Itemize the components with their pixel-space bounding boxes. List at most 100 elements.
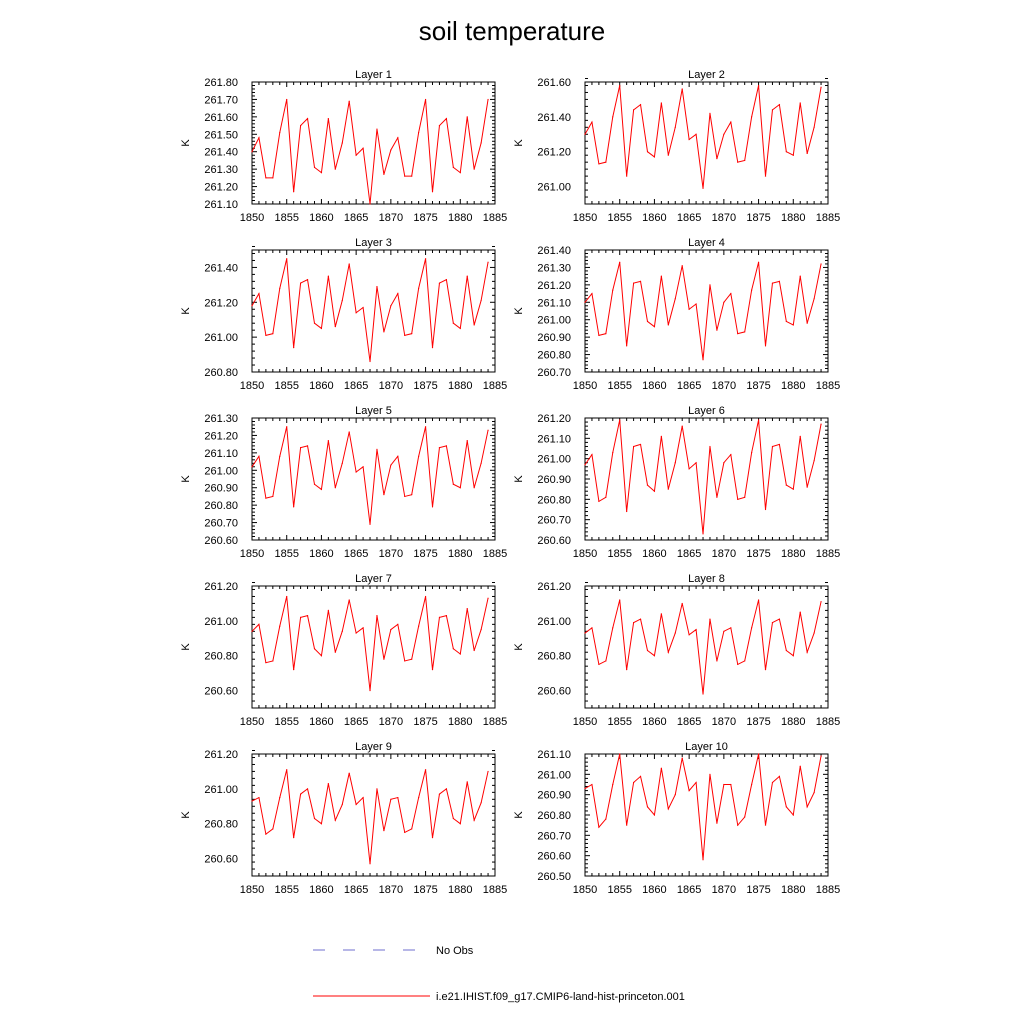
data-point <box>466 781 468 783</box>
data-point <box>653 156 656 158</box>
data-point <box>272 495 274 498</box>
data-point <box>716 496 718 498</box>
x-tick-label: 1860 <box>309 380 333 392</box>
data-point <box>341 299 343 302</box>
x-tick-label: 1865 <box>677 884 701 896</box>
data-point <box>362 306 364 309</box>
data-point <box>390 149 392 151</box>
y-tick-label: 260.90 <box>537 474 571 486</box>
y-tick-label: 261.00 <box>537 769 571 781</box>
data-point <box>397 455 399 457</box>
y-axis-label: K <box>180 811 192 819</box>
x-tick-label: 1860 <box>642 716 666 728</box>
data-point <box>286 98 288 101</box>
x-tick-label: 1865 <box>344 212 368 224</box>
data-point <box>806 651 808 653</box>
x-tick-label: 1860 <box>309 548 333 560</box>
x-tick-label: 1885 <box>816 380 840 392</box>
x-tick-label: 1885 <box>483 548 507 560</box>
data-point <box>584 133 586 135</box>
data-point <box>424 426 427 428</box>
data-point <box>660 613 662 615</box>
data-point <box>605 496 607 498</box>
data-point <box>452 166 454 168</box>
data-point <box>313 483 316 485</box>
figure-title: soil temperature <box>419 16 605 46</box>
data-point <box>639 280 642 282</box>
data-point <box>279 625 281 627</box>
data-point <box>660 275 662 277</box>
data-point <box>723 462 725 464</box>
x-tick-label: 1865 <box>677 716 701 728</box>
data-point <box>723 301 725 303</box>
data-point <box>646 320 649 323</box>
data-point <box>258 623 260 625</box>
data-point <box>681 88 683 90</box>
y-tick-label: 261.00 <box>537 315 571 327</box>
data-point <box>286 769 288 771</box>
y-tick-label: 260.60 <box>537 535 571 547</box>
panel-layer-10: Layer 10 K 1850 1855 1860 1865 1870 1875 1880 188… <box>513 741 840 896</box>
data-point <box>320 655 323 657</box>
data-point <box>792 324 794 326</box>
data-point <box>764 345 767 347</box>
plot-frame <box>251 81 496 205</box>
panel-title: Layer 5 <box>355 405 392 417</box>
y-tick-label: 261.60 <box>537 77 571 89</box>
y-tick-label: 261.00 <box>204 616 238 628</box>
data-point <box>286 595 288 598</box>
data-point <box>258 137 260 139</box>
series-line <box>251 426 489 525</box>
y-tick-label: 261.10 <box>537 433 571 445</box>
x-tick-label: 1855 <box>607 884 631 896</box>
data-point <box>667 324 669 326</box>
y-tick-label: 261.20 <box>204 581 238 593</box>
data-point <box>383 494 385 496</box>
y-axis-label: K <box>513 475 525 483</box>
data-point <box>320 488 323 491</box>
data-point <box>383 830 385 832</box>
y-tick-label: 261.20 <box>204 430 238 442</box>
panel-layer-4: Layer 4 K 1850 1855 1860 1865 1870 1875 1880 1885… <box>513 237 840 392</box>
data-point <box>751 289 753 291</box>
y-tick-label: 260.80 <box>537 494 571 506</box>
x-tick-label: 1855 <box>274 716 298 728</box>
data-point <box>424 769 427 771</box>
plot-frame <box>584 417 829 541</box>
panel-title: Layer 7 <box>355 573 392 585</box>
data-point <box>265 334 267 336</box>
data-point <box>334 651 336 653</box>
data-point <box>598 163 600 165</box>
data-point <box>619 84 621 87</box>
x-tick-label: 1875 <box>746 884 770 896</box>
data-point <box>459 172 461 174</box>
data-point <box>438 616 441 618</box>
data-point <box>799 765 801 767</box>
data-point <box>411 175 413 177</box>
data-point <box>272 828 274 830</box>
data-point <box>598 334 600 336</box>
data-point <box>633 109 635 111</box>
y-tick-label: 261.10 <box>537 749 571 761</box>
x-tick-label: 1850 <box>573 380 597 392</box>
data-point <box>619 599 621 601</box>
data-point <box>348 599 350 601</box>
data-point <box>688 468 690 470</box>
data-point <box>612 783 614 786</box>
data-point <box>619 753 621 755</box>
data-point <box>327 118 329 120</box>
data-point <box>369 203 371 205</box>
y-axis-label: K <box>513 307 525 315</box>
data-point <box>383 331 385 333</box>
data-point <box>390 305 392 307</box>
data-point <box>626 345 628 347</box>
data-point <box>431 191 434 193</box>
data-point <box>757 753 760 755</box>
data-point <box>716 329 718 331</box>
data-point <box>334 168 336 170</box>
data-point <box>355 632 357 634</box>
x-tick-label: 1880 <box>781 212 805 224</box>
data-point <box>369 863 371 865</box>
data-point <box>424 98 427 101</box>
